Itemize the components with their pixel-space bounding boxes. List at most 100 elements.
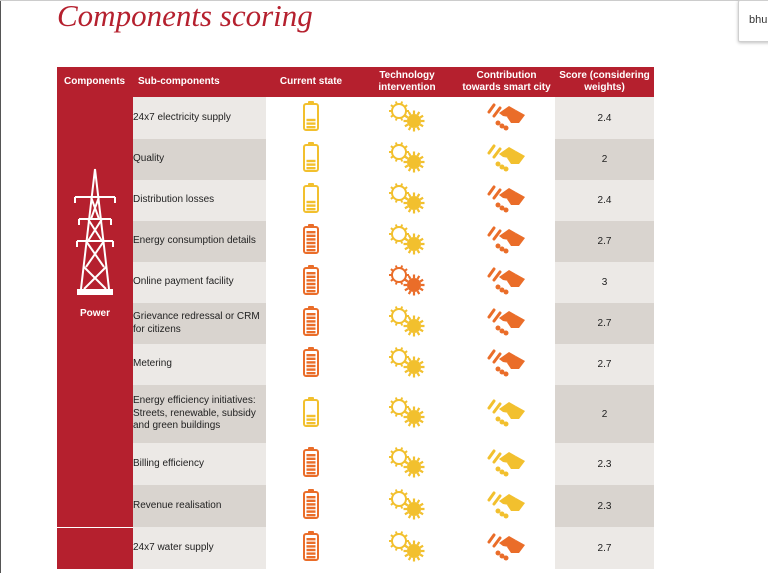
contribution-cell [458,527,555,569]
table-row: Billing efficiency 2.3 [57,443,654,485]
table-row: Grievance redressal or CRM for citizens 2… [57,303,654,344]
handshake-yellow-icon [485,399,529,431]
contribution-cell [458,385,555,443]
table-row: 24x7 water supply 2.7 [57,527,654,570]
current-state-cell [266,180,356,221]
current-state-cell [266,344,356,385]
handshake-orange-icon [485,533,529,565]
current-state-cell [266,443,356,485]
sub-component-label: Energy efficiency initiatives: Streets, … [133,385,266,443]
scoring-table: Components Sub-components Current state … [57,67,654,570]
technology-cell [356,443,458,485]
technology-cell [356,139,458,180]
gear-yellow-icon [385,100,429,138]
handshake-orange-icon [485,308,529,340]
header-contribution: Contribution towards smart city [458,67,555,97]
technology-cell [356,180,458,221]
contribution-cell [458,139,555,180]
gear-yellow-icon [385,224,429,261]
handshake-yellow-icon [485,449,529,481]
battery-orange-icon [301,224,321,259]
battery-yellow-icon [301,183,321,218]
table-row: Quality 2 [57,139,654,180]
current-state-cell [266,139,356,180]
contribution-cell [458,262,555,303]
sub-component-label: Revenue realisation [133,485,266,527]
table-row: Distribution losses 2.4 [57,180,654,221]
contribution-cell [458,303,555,344]
component-label: Power [79,308,110,319]
score-value: 2.4 [555,180,654,221]
contribution-cell [458,485,555,527]
score-value: 2.4 [555,97,654,139]
gear-yellow-icon [385,347,429,384]
header-current-state: Current state [266,67,356,97]
sub-component-label: Energy consumption details [133,221,266,262]
handshake-yellow-icon [485,144,529,176]
table-row: Power 24x7 electricity supply 2.4 [57,97,654,528]
table-row: Revenue realisation 2.3 [57,485,654,527]
table-row: Energy efficiency initiatives: Streets, … [57,385,654,443]
handshake-orange-icon [485,349,529,381]
battery-orange-icon [301,347,321,382]
current-state-cell [266,262,356,303]
table-row: Online payment facility 3 [57,262,654,303]
score-value: 2.7 [555,344,654,385]
sub-component-label: Metering [133,344,266,385]
handshake-orange-icon [485,267,529,299]
gear-yellow-icon [385,142,429,179]
handshake-orange-icon [485,185,529,217]
handshake-yellow-icon [485,491,529,523]
sub-component-label: Quality [133,139,266,180]
table-row: Energy consumption details 2.7 [57,221,654,262]
battery-orange-icon [301,306,321,341]
current-state-cell [266,303,356,344]
current-state-cell [266,97,356,139]
component-power: Power [57,97,133,528]
score-value: 2.7 [555,221,654,262]
current-state-cell [266,385,356,443]
technology-cell [356,303,458,344]
header-sub-components: Sub-components [133,67,266,97]
sub-component-label: Grievance redressal or CRM for citizens [133,303,266,344]
gear-yellow-icon [385,488,429,526]
search-popup[interactable]: bhu [738,0,768,42]
technology-cell [356,97,458,139]
sub-component-label: Billing efficiency [133,443,266,485]
score-value: 2.7 [555,303,654,344]
gear-yellow-icon [385,530,429,568]
battery-yellow-icon [301,100,321,136]
score-value: 2.3 [555,485,654,527]
score-value: 3 [555,262,654,303]
gear-yellow-icon [385,396,429,434]
gear-orange-icon [385,265,429,302]
battery-orange-icon [301,265,321,300]
sub-component-label: 24x7 water supply [133,527,266,569]
gear-yellow-icon [385,446,429,484]
contribution-cell [458,443,555,485]
header-technology-intervention: Technology intervention [356,67,458,97]
top-border [0,0,740,1]
header-components: Components [57,67,133,97]
battery-orange-icon [301,446,321,482]
sub-component-label: Online payment facility [133,262,266,303]
handshake-orange-icon [485,226,529,258]
gear-yellow-icon [385,183,429,220]
score-value: 2.3 [555,443,654,485]
gear-yellow-icon [385,306,429,343]
battery-orange-icon [301,530,321,566]
table-row: Metering 2.7 [57,344,654,385]
contribution-cell [458,344,555,385]
sub-component-label: Distribution losses [133,180,266,221]
score-value: 2.7 [555,527,654,569]
page-title: Components scoring [57,0,313,33]
sub-component-label: 24x7 electricity supply [133,97,266,139]
component-water [57,527,133,570]
current-state-cell [266,527,356,569]
technology-cell [356,221,458,262]
power-tower-icon [57,167,133,302]
battery-yellow-icon [301,142,321,177]
battery-yellow-icon [301,396,321,432]
left-border [0,0,1,573]
